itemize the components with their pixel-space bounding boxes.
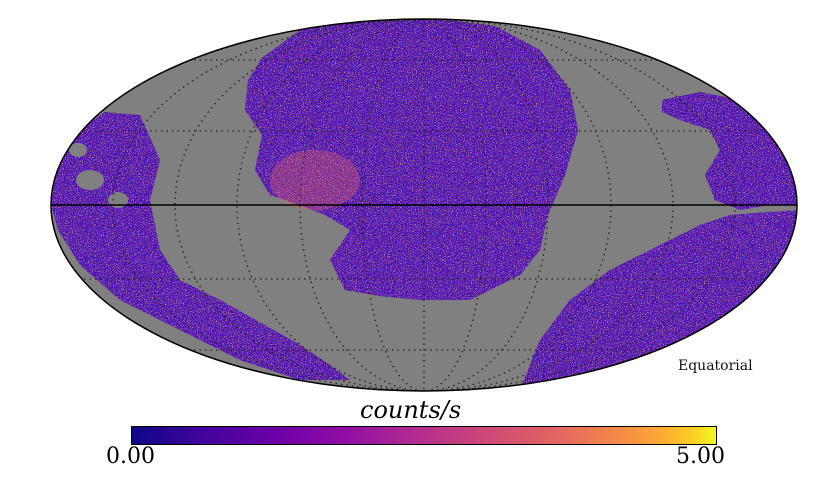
region-west-arc xyxy=(51,112,350,380)
coordinate-system-label: Equatorial xyxy=(678,358,753,374)
region-north-cap xyxy=(245,19,578,300)
colorbar xyxy=(131,426,717,445)
map-outline xyxy=(50,18,798,392)
colorbar-max-label: 5.00 xyxy=(676,444,725,469)
colorbar-min-label: 0.00 xyxy=(106,444,155,469)
colorbar-title: counts/s xyxy=(360,396,462,424)
